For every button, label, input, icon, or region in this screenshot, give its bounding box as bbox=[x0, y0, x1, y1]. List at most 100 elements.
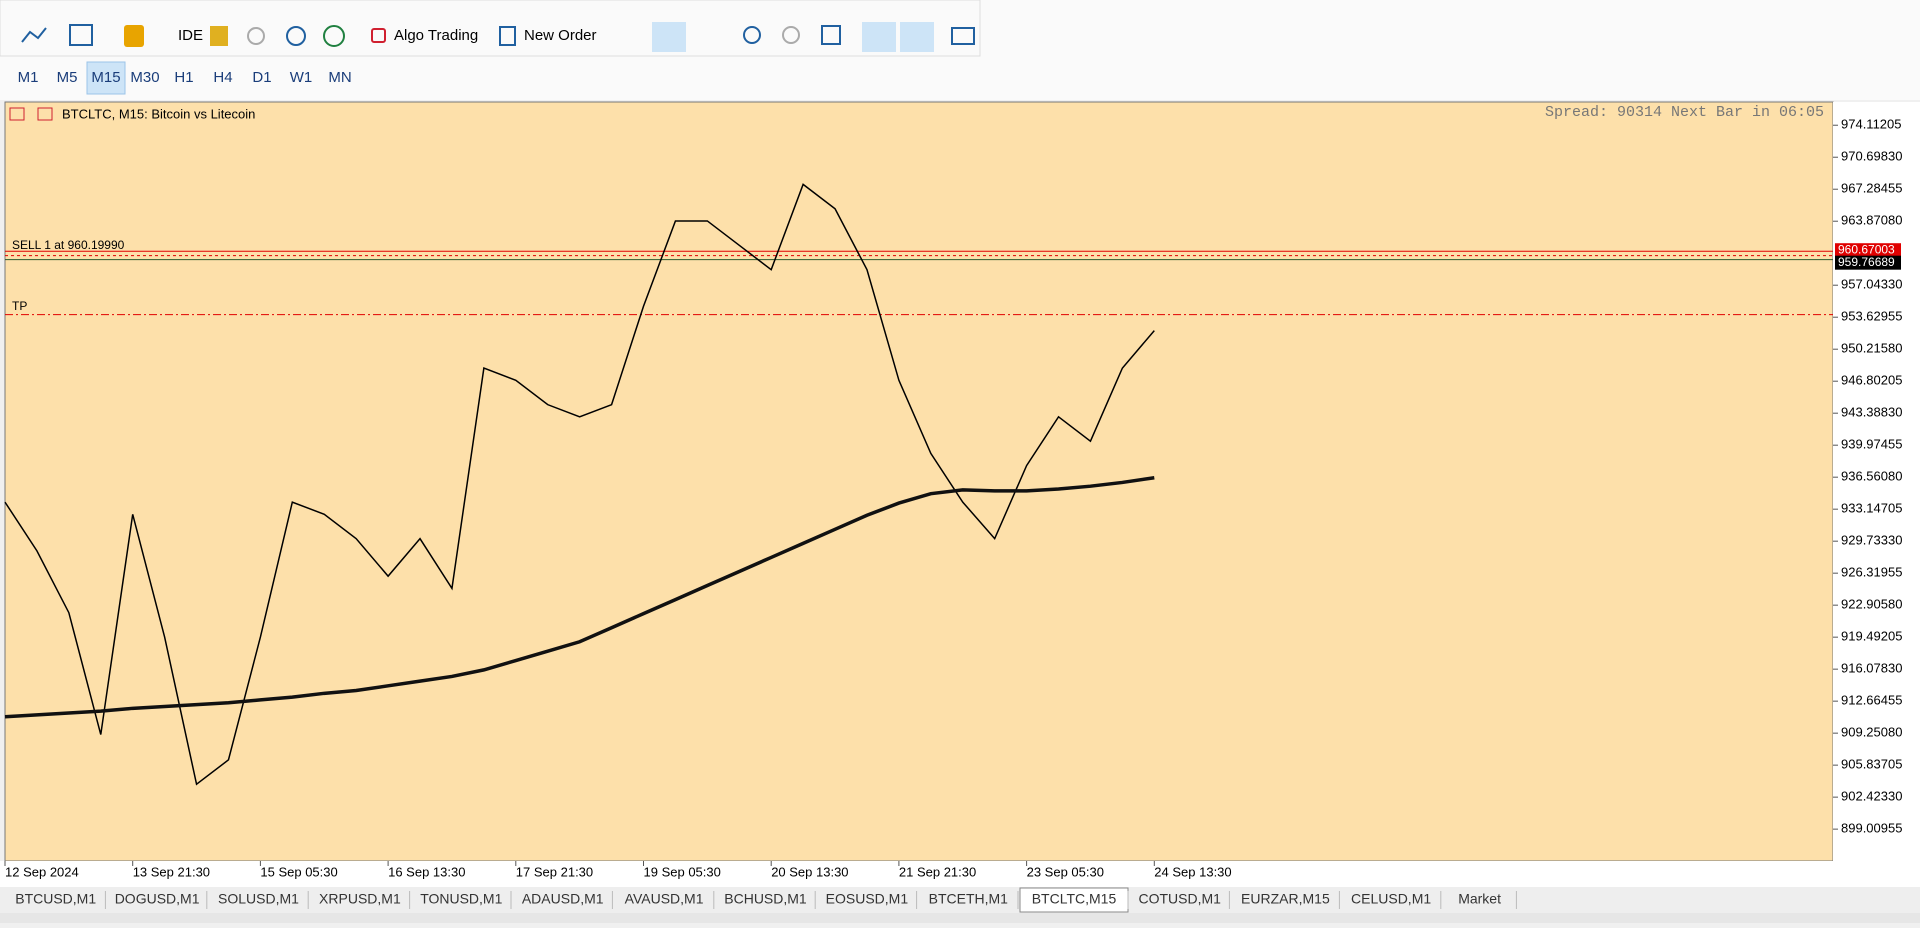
candle-toggle[interactable] bbox=[652, 22, 686, 52]
y-tick-label: 957.04330 bbox=[1841, 277, 1902, 292]
tab[interactable] bbox=[918, 888, 1018, 912]
price-tag-label: 960.67003 bbox=[1838, 242, 1895, 256]
time-axis bbox=[0, 861, 1920, 887]
vps-icon[interactable] bbox=[323, 25, 345, 47]
tab-label[interactable]: Market bbox=[1458, 891, 1501, 907]
algo-icon[interactable] bbox=[371, 28, 386, 43]
y-tick-label: 936.56080 bbox=[1841, 469, 1902, 484]
tab[interactable] bbox=[1130, 888, 1230, 912]
tab-label[interactable]: SOLUSD,M1 bbox=[218, 891, 299, 907]
tab-label[interactable]: DOGUSD,M1 bbox=[115, 891, 200, 907]
tab[interactable] bbox=[1019, 887, 1129, 913]
y-tick-label: 899.00955 bbox=[1841, 821, 1902, 836]
tab[interactable] bbox=[208, 888, 309, 912]
price-tag bbox=[1835, 243, 1901, 258]
tabs: BTCUSD,M1 DOGUSD,M1 SOLUSD,M1 XRPUSD,M1 TONU… bbox=[6, 887, 1517, 913]
timeframe[interactable]: M5 bbox=[57, 69, 78, 86]
order-label: SELL 1 at 960.19990 bbox=[12, 238, 125, 252]
tile-icon[interactable] bbox=[821, 25, 841, 45]
shift[interactable] bbox=[900, 22, 934, 52]
y-tick-label: 943.38830 bbox=[1841, 405, 1902, 420]
timeframe[interactable]: M15 bbox=[91, 69, 120, 86]
moving-average bbox=[4, 476, 1155, 719]
y-tick-label: 939.97455 bbox=[1841, 437, 1902, 452]
timeframes: M1 M5 M15 M30 H1 H4 D1 W1 MN bbox=[18, 61, 352, 95]
zoom-out[interactable] bbox=[782, 26, 800, 44]
plot: 974.11205 970.69830 967.28455 963.87080 957.… bbox=[4, 117, 1902, 879]
timeframe-bar bbox=[0, 56, 1920, 100]
y-tick-label: 922.90580 bbox=[1841, 597, 1902, 612]
autoscroll[interactable] bbox=[862, 22, 896, 52]
timeframe[interactable]: H1 bbox=[174, 69, 193, 86]
timeframe[interactable]: H4 bbox=[213, 69, 232, 86]
tab-label[interactable]: BTCETH,M1 bbox=[929, 891, 1009, 907]
spread-info: Spread: 90314 Next Bar in 06:05 bbox=[1545, 104, 1824, 121]
price-axis bbox=[1833, 102, 1920, 861]
tab-label[interactable]: BCHUSD,M1 bbox=[724, 891, 807, 907]
tab-label[interactable]: BTCLTC,M15 bbox=[1032, 891, 1117, 907]
tab[interactable] bbox=[411, 888, 511, 912]
y-tick-label: 912.66455 bbox=[1841, 693, 1902, 708]
y-tick-label: 967.28455 bbox=[1841, 181, 1902, 196]
tab-label[interactable]: AVAUSD,M1 bbox=[625, 891, 704, 907]
y-tick-label: 933.14705 bbox=[1841, 501, 1902, 516]
tab[interactable] bbox=[1442, 888, 1517, 912]
market-icon[interactable] bbox=[210, 26, 228, 46]
y-tick-label: 950.21580 bbox=[1841, 341, 1902, 356]
tab-label[interactable]: EURZAR,M15 bbox=[1241, 891, 1330, 907]
toolbar-border bbox=[0, 0, 981, 57]
tab-label[interactable]: TONUSD,M1 bbox=[420, 891, 502, 907]
toolbar-button[interactable]: New Order bbox=[524, 27, 597, 44]
price-tag-label: 959.76689 bbox=[1838, 255, 1895, 269]
chart-type-icon[interactable] bbox=[21, 27, 47, 43]
timeframe[interactable]: D1 bbox=[252, 69, 271, 86]
x-tick-label: 15 Sep 05:30 bbox=[260, 864, 337, 879]
timeframe[interactable]: M1 bbox=[18, 69, 39, 86]
timeframe[interactable]: W1 bbox=[290, 69, 313, 86]
tab[interactable] bbox=[614, 888, 714, 912]
tab[interactable] bbox=[513, 888, 613, 912]
x-tick-label: 19 Sep 05:30 bbox=[644, 864, 721, 879]
tab-label[interactable]: ADAUSD,M1 bbox=[522, 891, 604, 907]
signal-icon[interactable] bbox=[247, 27, 265, 45]
tab[interactable] bbox=[107, 888, 207, 912]
tp-label: TP bbox=[12, 299, 27, 313]
x-tick-label: 17 Sep 21:30 bbox=[516, 864, 593, 879]
tab-label[interactable]: COTUSD,M1 bbox=[1138, 891, 1221, 907]
indicator-icon[interactable] bbox=[69, 24, 93, 46]
order-icon[interactable] bbox=[499, 26, 516, 46]
price-tag bbox=[1835, 255, 1901, 270]
tab-label[interactable]: CELUSD,M1 bbox=[1351, 891, 1431, 907]
tab[interactable] bbox=[715, 888, 816, 912]
timeframe[interactable]: M30 bbox=[130, 69, 159, 86]
y-tick-label: 916.07830 bbox=[1841, 661, 1902, 676]
tab[interactable] bbox=[6, 888, 106, 912]
tab-label[interactable]: BTCUSD,M1 bbox=[15, 891, 96, 907]
y-tick-label: 953.62955 bbox=[1841, 309, 1902, 324]
y-tick-label: 909.25080 bbox=[1841, 725, 1902, 740]
toolbar-labels: IDE Algo Trading New Order bbox=[178, 27, 597, 44]
plot-area bbox=[4, 101, 1834, 862]
tab-label[interactable]: XRPUSD,M1 bbox=[319, 891, 401, 907]
tab-label[interactable]: EOSUSD,M1 bbox=[826, 891, 909, 907]
tab[interactable] bbox=[1231, 888, 1340, 912]
tab[interactable] bbox=[817, 888, 917, 912]
screenshot[interactable] bbox=[951, 27, 975, 45]
timeframe[interactable]: MN bbox=[328, 69, 351, 86]
zoom-in[interactable] bbox=[743, 26, 761, 44]
dollar-icon[interactable] bbox=[124, 25, 144, 47]
toolbar-button[interactable]: Algo Trading bbox=[394, 27, 478, 44]
cloud-icon[interactable] bbox=[286, 26, 306, 46]
y-tick-label: 926.31955 bbox=[1841, 565, 1902, 580]
x-tick-label: 16 Sep 13:30 bbox=[388, 864, 465, 879]
toolbar-button[interactable]: IDE bbox=[178, 27, 203, 44]
tab[interactable] bbox=[310, 888, 410, 912]
y-tick-label: 929.73330 bbox=[1841, 533, 1902, 548]
x-tick-label: 20 Sep 13:30 bbox=[771, 864, 848, 879]
x-tick-label: 23 Sep 05:30 bbox=[1027, 864, 1104, 879]
y-tick-label: 963.87080 bbox=[1841, 213, 1902, 228]
tab[interactable] bbox=[1341, 888, 1441, 912]
chart-icon bbox=[37, 107, 53, 121]
x-tick-label: 13 Sep 21:30 bbox=[133, 864, 210, 879]
x-tick-label: 12 Sep 2024 bbox=[5, 864, 79, 879]
